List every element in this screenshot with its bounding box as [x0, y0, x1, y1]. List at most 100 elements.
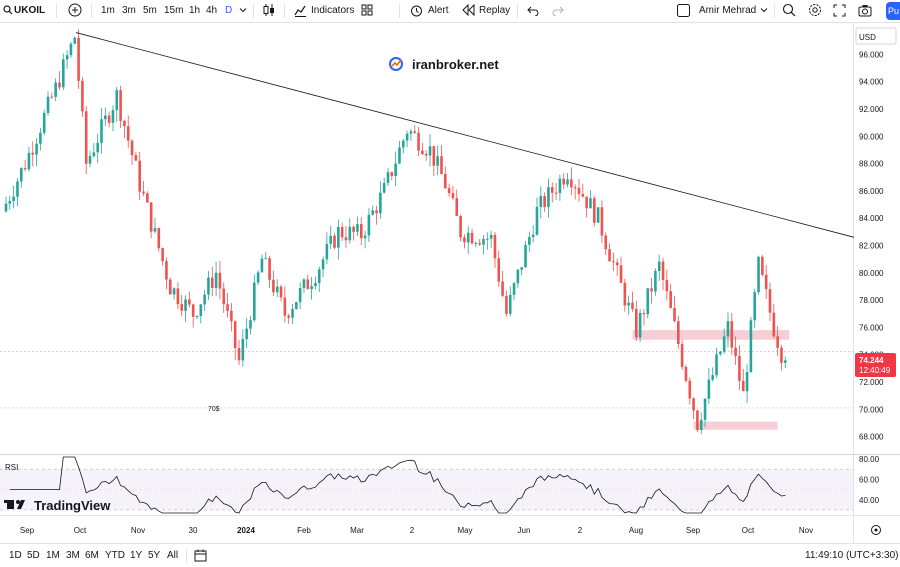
price-tick-label: 80.000: [859, 269, 884, 278]
candle-body: [126, 126, 130, 141]
time-tick-label: Oct: [742, 526, 755, 535]
candle-body: [363, 235, 367, 239]
snapshot-camera-icon[interactable]: [858, 0, 872, 22]
symbol-search-icon[interactable]: [3, 0, 13, 22]
candle-body: [489, 234, 493, 239]
range-5y[interactable]: 5Y: [148, 550, 161, 561]
templates-grid-icon[interactable]: [361, 0, 373, 22]
candle-body: [180, 304, 184, 311]
clock-timezone[interactable]: 11:49:10 (UTC+3:30): [805, 550, 899, 561]
candle-body: [524, 244, 527, 268]
redo-icon[interactable]: [552, 0, 564, 22]
candle-body: [627, 302, 630, 306]
range-ytd[interactable]: YTD: [105, 550, 125, 561]
candle-body: [688, 380, 692, 399]
candle-body: [570, 179, 573, 188]
fullscreen-icon[interactable]: [833, 0, 846, 22]
currency-button[interactable]: [855, 27, 897, 45]
interval-1m[interactable]: 1m: [101, 5, 115, 16]
symbol-name[interactable]: UKOIL: [14, 5, 46, 16]
price-chart[interactable]: USD iranbroker.net 70$ 96.000 94.000 92.00…: [0, 23, 900, 543]
publish-button[interactable]: Pu: [886, 2, 900, 20]
alert-clock-icon[interactable]: [410, 0, 423, 22]
undo-icon[interactable]: [527, 0, 539, 22]
range-1m[interactable]: 1M: [46, 550, 60, 561]
bottom-toolbar: 1D 5D 1M 3M 6M YTD 1Y 5Y All 11:49:10 (U…: [0, 543, 900, 567]
range-1y[interactable]: 1Y: [130, 550, 143, 561]
candle-body: [619, 265, 623, 283]
range-all[interactable]: All: [167, 550, 179, 561]
candle-body: [310, 286, 313, 290]
interval-4h[interactable]: 4h: [206, 5, 218, 16]
candle-body: [256, 272, 260, 283]
divider: [56, 4, 57, 18]
candle-body: [394, 163, 397, 177]
candle-body: [424, 153, 428, 156]
candle-body: [199, 304, 203, 317]
price-tick-label: 96.000: [859, 50, 884, 59]
candle-body: [730, 321, 734, 348]
candle-body: [631, 302, 634, 309]
candle-body: [512, 283, 516, 295]
settings-gear-icon[interactable]: [808, 0, 822, 22]
candle-body: [27, 152, 31, 170]
candle-body: [623, 282, 627, 306]
candle-body: [314, 283, 317, 287]
interval-5m[interactable]: 5m: [143, 5, 157, 16]
compare-symbol-icon[interactable]: [68, 0, 82, 22]
goto-date-calendar-icon[interactable]: [194, 544, 207, 567]
candle-body: [734, 347, 737, 357]
layout-checkbox-icon[interactable]: [677, 0, 690, 22]
candle-body: [264, 258, 268, 260]
layout-name[interactable]: Amir Mehrad: [699, 5, 757, 16]
quick-search-icon[interactable]: [782, 0, 796, 22]
interval-chevron-down-icon[interactable]: [239, 0, 247, 22]
interval-d[interactable]: D: [225, 5, 233, 16]
range-1d[interactable]: 1D: [9, 550, 22, 561]
candle-body: [604, 235, 608, 250]
range-5d[interactable]: 5D: [27, 550, 40, 561]
indicators-icon[interactable]: [294, 0, 307, 22]
candle-body: [715, 354, 718, 376]
price-tick-label: 78.000: [859, 296, 884, 305]
divider: [91, 4, 92, 18]
candle-body: [272, 279, 275, 293]
candle-body: [298, 288, 302, 303]
layout-chevron-down-icon[interactable]: [760, 0, 768, 22]
candle-body: [745, 372, 749, 392]
candle-body: [54, 82, 57, 97]
candle-body: [726, 321, 730, 337]
candle-body: [738, 356, 741, 381]
time-tick-label: 2: [410, 526, 415, 535]
candle-body: [486, 238, 489, 240]
time-axis-settings-icon[interactable]: [871, 525, 881, 535]
candle-body: [573, 187, 577, 189]
alert-button[interactable]: Alert: [428, 5, 449, 16]
price-tick-label: 86.000: [859, 187, 884, 196]
interval-15m[interactable]: 15m: [164, 5, 184, 16]
candle-body: [191, 304, 195, 317]
replay-button[interactable]: Replay: [479, 5, 511, 16]
candle-body: [356, 224, 359, 232]
candles-chart-type-icon[interactable]: [263, 0, 275, 22]
interval-1h[interactable]: 1h: [189, 5, 201, 16]
range-3m[interactable]: 3M: [66, 550, 80, 561]
interval-3m[interactable]: 3m: [122, 5, 136, 16]
candle-body: [600, 207, 604, 236]
divider: [774, 4, 775, 18]
candle-body: [84, 111, 88, 164]
candle-body: [493, 234, 497, 259]
candle-body: [39, 132, 42, 144]
replay-icon[interactable]: [462, 0, 475, 22]
time-tick-label: May: [457, 526, 472, 535]
candle-body: [165, 261, 168, 280]
range-6m[interactable]: 6M: [85, 550, 99, 561]
candle-body: [432, 146, 436, 166]
candle-body: [543, 196, 546, 208]
candle-body: [516, 269, 520, 284]
candle-body: [608, 249, 611, 262]
indicators-button[interactable]: Indicators: [311, 5, 355, 16]
chart-area[interactable]: USD iranbroker.net 70$ 96.000 94.000 92.00…: [0, 23, 900, 543]
candle-body: [249, 320, 252, 329]
candle-body: [96, 143, 99, 153]
